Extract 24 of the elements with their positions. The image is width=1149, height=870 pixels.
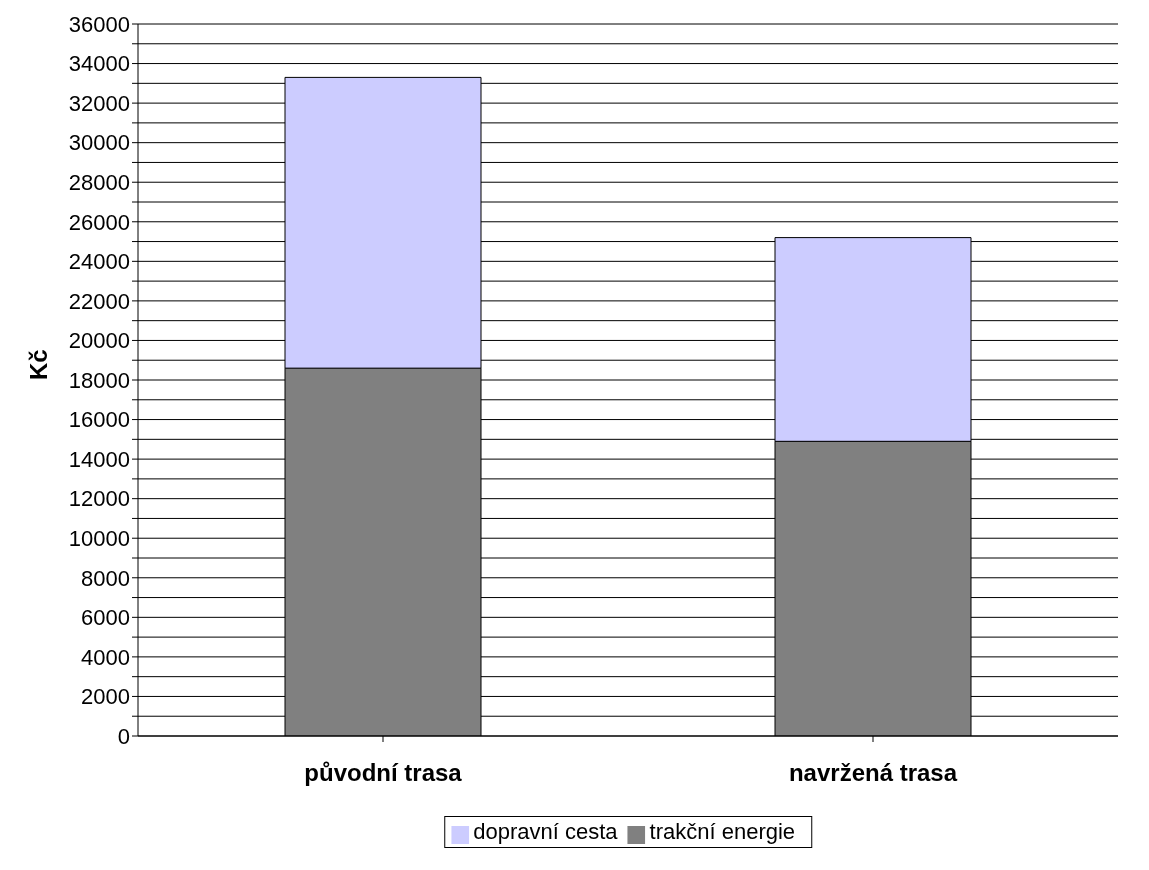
y-tick-label: 14000 [68,446,130,472]
y-tick-label: 34000 [68,51,130,77]
y-tick-label: 8000 [81,565,130,591]
y-tick-label: 32000 [68,90,130,116]
y-tick-label: 12000 [68,486,130,512]
y-tick-label: 16000 [68,407,130,433]
y-tick-label: 2000 [81,684,130,710]
y-tick-label: 6000 [81,605,130,631]
y-tick-label: 30000 [68,130,130,156]
legend-label: trakční energie [649,819,796,844]
y-tick-label: 28000 [68,170,130,196]
y-tick-label: 20000 [68,328,130,354]
x-tick-label: původní trasa [304,759,463,787]
y-tick-label: 18000 [68,367,130,393]
y-tick-label: 4000 [81,644,130,670]
y-tick-label: 26000 [68,209,130,235]
legend-label: dopravní cesta [473,819,618,844]
x-tick-label: navržená trasa [788,759,958,787]
y-tick-label: 24000 [68,249,130,275]
y-tick-label: 22000 [68,288,130,314]
y-axis-title: Kč [24,349,52,380]
y-tick-label: 36000 [68,11,130,37]
y-tick-label: 10000 [68,526,130,552]
y-tick-label: 0 [117,723,130,749]
